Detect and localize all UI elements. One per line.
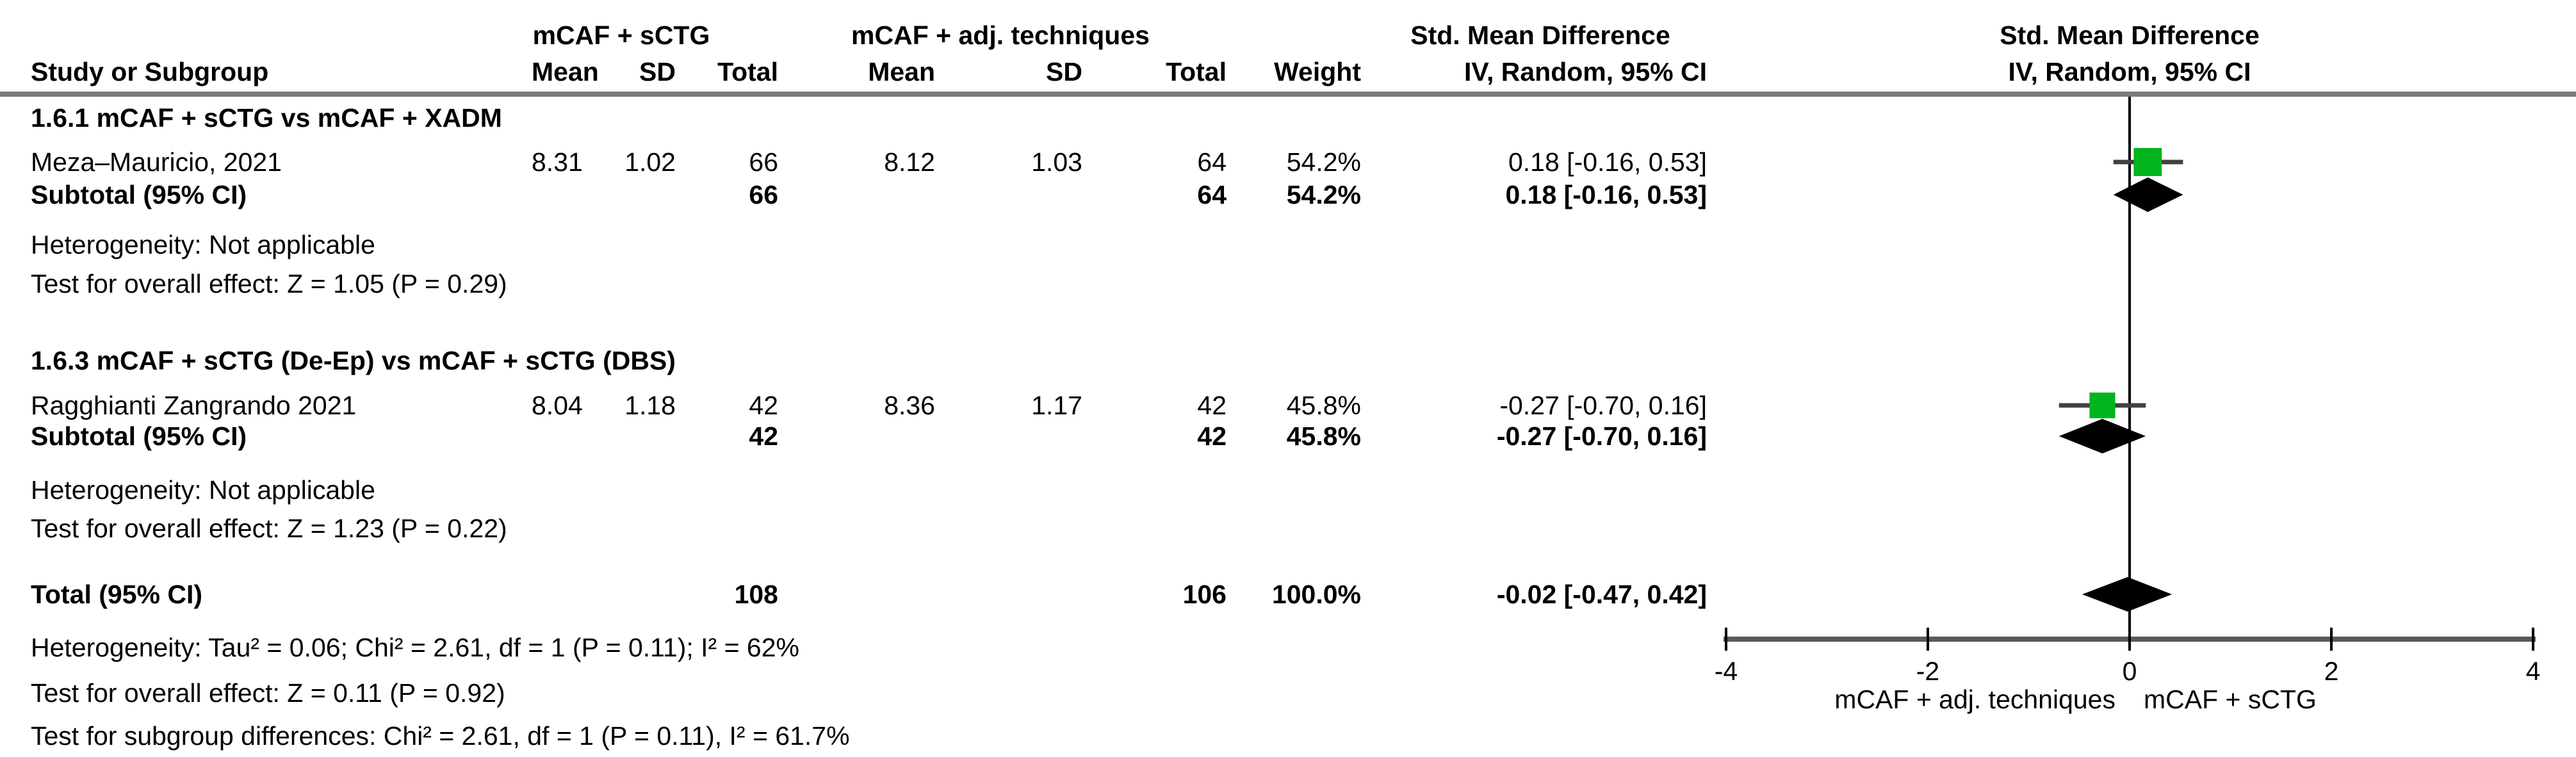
col-total1-header: Total [717, 57, 778, 86]
col-ci-header: IV, Random, 95% CI [1464, 57, 1707, 86]
total2-value: 106 [1182, 580, 1227, 609]
total-label: Total (95% CI) [31, 580, 203, 609]
plot-subheader: IV, Random, 95% CI [2008, 57, 2251, 86]
ci-value: 0.18 [-0.16, 0.53] [1508, 147, 1707, 177]
subgroup-difference-line: Test for subgroup differences: Chi² = 2.… [31, 721, 850, 751]
axis-left-label: mCAF + adj. techniques [1834, 685, 2115, 714]
total1-value: 108 [734, 580, 778, 609]
study-name: Meza–Mauricio, 2021 [31, 147, 282, 177]
sd2-value: 1.17 [1031, 391, 1082, 420]
ci-value: -0.27 [-0.70, 0.16] [1499, 391, 1707, 420]
column-header-row: Study or Subgroup Mean SD Total Mean SD … [0, 52, 1707, 92]
col-weight-header: Weight [1274, 57, 1361, 86]
mean2-value: 8.36 [884, 391, 935, 420]
total2-value: 64 [1197, 147, 1227, 177]
heterogeneity-line: Heterogeneity: Not applicable [31, 230, 375, 259]
total1-value: 42 [749, 391, 778, 420]
ci-value: 0.18 [-0.16, 0.53] [1505, 180, 1707, 209]
col-sd1-header: SD [639, 57, 676, 86]
x-axis-tick-label: 4 [2526, 656, 2541, 686]
col-total2-header: Total [1166, 57, 1227, 86]
sd1-value: 1.02 [624, 147, 676, 177]
sd2-value: 1.03 [1031, 147, 1082, 177]
plot-header: Std. Mean Difference [2000, 20, 2260, 50]
group2-header: mCAF + adj. techniques [851, 20, 1150, 50]
effect-square [2133, 148, 2162, 176]
pooled-diamond [2082, 577, 2172, 612]
total1-value: 66 [749, 147, 778, 177]
total2-value: 64 [1197, 180, 1227, 209]
table-row-subtotal: Subtotal (95% CI) 66 64 54.2% 0.18 [-0.1… [0, 175, 1707, 215]
weight-value: 54.2% [1286, 180, 1361, 209]
total2-value: 42 [1197, 421, 1227, 451]
table-row-study: Meza–Mauricio, 2021 8.31 1.02 66 8.12 1.… [0, 142, 1707, 182]
total2-value: 42 [1197, 391, 1227, 420]
effect-col-header: Std. Mean Difference [1410, 20, 1670, 50]
study-name: Ragghianti Zangrando 2021 [31, 391, 357, 420]
subgroup-title: 1.6.3 mCAF + sCTG (De-Ep) vs mCAF + sCTG… [31, 346, 676, 375]
subtotal-label: Subtotal (95% CI) [31, 421, 247, 451]
overall-effect-line: Test for overall effect: Z = 1.23 (P = 0… [31, 514, 507, 543]
heterogeneity-line: Heterogeneity: Not applicable [31, 475, 375, 505]
ci-value: -0.27 [-0.70, 0.16] [1496, 421, 1707, 451]
pooled-diamond [2113, 177, 2183, 212]
overall-effect-line: Test for overall effect: Z = 0.11 (P = 0… [31, 678, 505, 708]
mean1-value: 8.31 [532, 147, 583, 177]
total1-value: 66 [749, 180, 778, 209]
mean2-value: 8.12 [884, 147, 935, 177]
pooled-diamond [2058, 419, 2146, 453]
effect-square [2089, 392, 2115, 419]
group1-header: mCAF + sCTG [532, 20, 710, 50]
x-axis-tick-label: -4 [1715, 656, 1738, 686]
weight-value: 54.2% [1286, 147, 1361, 177]
weight-value: 100.0% [1271, 580, 1361, 609]
table-row-total: Total (95% CI) 108 106 100.0% -0.02 [-0.… [0, 574, 1707, 614]
subtotal-label: Subtotal (95% CI) [31, 180, 247, 209]
col-mean2-header: Mean [868, 57, 935, 86]
x-axis-tick-label: 0 [2123, 656, 2137, 686]
header-divider [0, 92, 2576, 97]
subgroup-title: 1.6.1 mCAF + sCTG vs mCAF + XADM [31, 103, 502, 133]
axis-right-label: mCAF + sCTG [2144, 685, 2317, 714]
col-study-header: Study or Subgroup [31, 57, 269, 86]
mean1-value: 8.04 [532, 391, 583, 420]
col-sd2-header: SD [1046, 57, 1082, 86]
overall-effect-line: Test for overall effect: Z = 1.05 (P = 0… [31, 269, 507, 298]
ci-value: -0.02 [-0.47, 0.42] [1496, 580, 1707, 609]
x-axis-tick-label: -2 [1916, 656, 1939, 686]
weight-value: 45.8% [1286, 421, 1361, 451]
weight-value: 45.8% [1286, 391, 1361, 420]
sd1-value: 1.18 [624, 391, 676, 420]
heterogeneity-line: Heterogeneity: Tau² = 0.06; Chi² = 2.61,… [31, 633, 799, 662]
table-row-study: Ragghianti Zangrando 2021 8.04 1.18 42 8… [0, 386, 1707, 425]
col-mean1-header: Mean [532, 57, 599, 86]
table-row-subtotal: Subtotal (95% CI) 42 42 45.8% -0.27 [-0.… [0, 416, 1707, 456]
x-axis-tick-label: 2 [2324, 656, 2339, 686]
total1-value: 42 [749, 421, 778, 451]
